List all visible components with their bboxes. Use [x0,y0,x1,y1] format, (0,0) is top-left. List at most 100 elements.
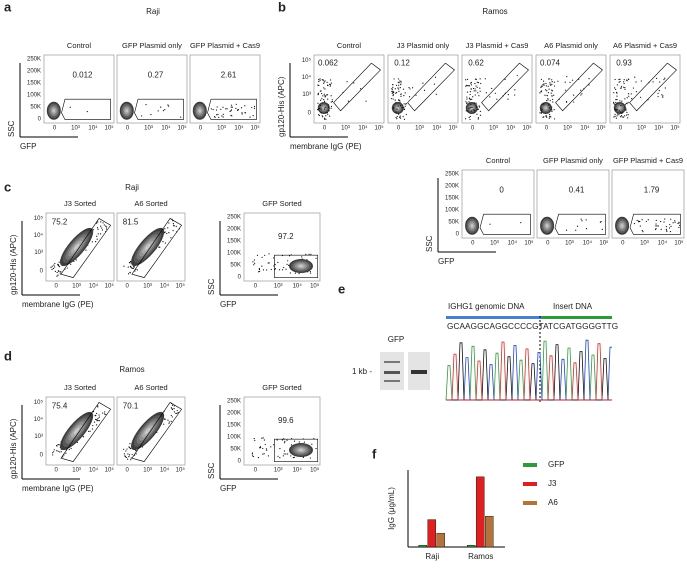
event-dot [516,74,518,77]
event-dot [244,105,246,107]
y-tick-label: 100K [227,251,241,257]
event-dot [99,233,102,235]
event-dot [323,82,325,84]
event-dot [619,87,622,89]
event-dot [235,103,237,105]
y-tick-label: 0 [308,110,312,116]
event-dot [54,270,56,272]
event-dot [670,218,672,220]
event-dot [129,262,131,264]
event-dot [265,448,267,450]
event-dot [489,96,491,98]
event-dot [546,94,548,97]
event-dot [325,112,327,114]
event-dot [475,102,477,104]
event-dot [496,98,498,100]
event-dot [477,118,479,120]
x-axis-label: membrane IgG (PE) [22,300,94,309]
legend-label: J3 [548,479,557,488]
event-dot [504,78,506,80]
event-dot [553,118,556,120]
event-dot [473,109,476,111]
event-dot [599,221,601,223]
density [73,243,80,251]
event-dot [626,97,628,99]
event-dot [573,94,575,96]
gate-value: 0.93 [616,58,632,67]
plot-title: J3 Plasmid only [397,41,450,50]
y-axis-label: SSC [7,120,16,137]
event-dot [254,262,256,264]
plot-title: Control [486,156,511,165]
x-tick-label: 10³ [640,241,649,247]
event-dot [655,77,658,79]
y-tick-label: 250K [227,399,241,405]
event-dot [100,221,102,223]
event-dot [627,114,629,116]
event-dot [60,451,62,453]
y-tick-label: 50K [230,263,241,269]
density [144,243,151,251]
x-tick-label: 10⁴ [160,467,170,474]
event-dot [569,81,571,83]
event-dot [403,118,406,120]
panel-title: Raji [125,183,139,192]
sequence: GCAAGGCAGGCCCCGTATCGATGGGGTTG [447,322,618,331]
event-dot [404,105,406,107]
x-tick-label: 10³ [72,468,81,474]
x-tick-label: 10³ [489,126,498,132]
event-dot [547,85,549,87]
event-dot [541,90,543,92]
event-dot [323,100,326,102]
event-dot [318,114,320,117]
event-dot [544,94,546,96]
gate [555,62,603,112]
event-dot [75,259,77,261]
event-dot [392,98,394,100]
event-dot [394,88,396,90]
event-dot [618,114,620,116]
panel-title: Raji [146,7,160,16]
y-tick-label: 200K [227,411,241,417]
event-dot [170,237,172,239]
event-dot [476,113,478,115]
event-dot [170,407,173,409]
gate [60,402,112,462]
event-dot [588,84,590,86]
x-tick-label: 10⁴ [89,467,99,474]
event-dot [663,78,665,81]
event-dot [97,406,99,408]
event-dot [399,80,401,82]
event-dot [472,96,474,98]
event-dot [475,85,477,87]
event-dot [397,105,399,107]
x-axis-label: membrane IgG (PE) [22,484,94,493]
event-dot [168,232,170,234]
event-dot [399,101,401,103]
event-dot [58,444,60,446]
event-dot [284,440,286,442]
event-dot [315,257,317,259]
x-tick-label: 0 [323,126,327,132]
event-dot [159,246,161,248]
event-dot [404,92,406,94]
event-dot [403,95,405,97]
event-dot [396,108,398,110]
x-tick-label: 10³ [144,126,153,132]
event-dot [551,79,553,81]
event-dot [212,108,214,111]
event-dot [323,117,326,119]
x-tick-label: 10⁴ [234,125,244,132]
event-dot [616,108,618,111]
event-dot [542,80,545,82]
event-dot [619,80,621,83]
event-dot [422,82,424,84]
y-tick-label: 250K [227,215,241,221]
event-dot [249,116,251,118]
x-axis-label: GFP [20,142,36,151]
event-dot [136,269,138,271]
panel-label: c [4,179,11,194]
event-dot [251,452,254,454]
gate [554,213,606,235]
event-dot [92,229,94,231]
